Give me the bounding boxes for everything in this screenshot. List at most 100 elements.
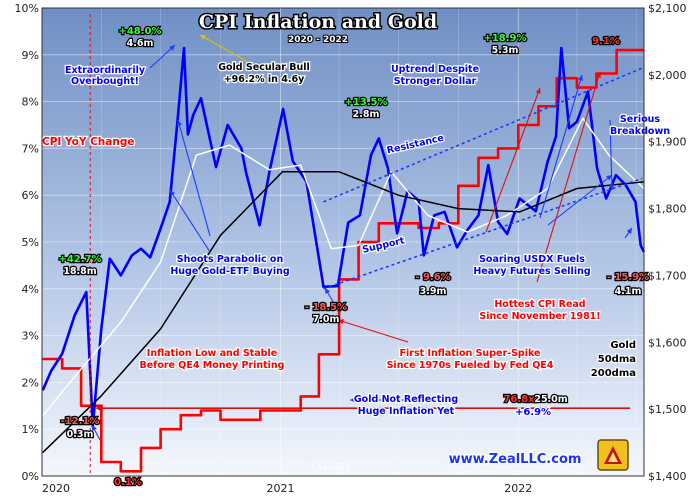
annotation-pointer-head bbox=[578, 75, 583, 81]
y-left-tick-label: 1% bbox=[22, 423, 39, 436]
y-right-tick-label: $1,500 bbox=[648, 403, 687, 416]
200dma-line bbox=[42, 171, 645, 454]
x-tick-label: 2020 bbox=[42, 482, 70, 495]
callout-label: 25.0m bbox=[534, 394, 567, 405]
annotation-pointer bbox=[547, 174, 613, 226]
annotation-pointer bbox=[149, 44, 176, 69]
callout-label: 0.1% bbox=[114, 477, 142, 488]
y-right-tick-label: $1,900 bbox=[648, 136, 687, 149]
annotation-pointer-head bbox=[92, 425, 97, 431]
annotation-label: Shoots Parabolic on bbox=[177, 254, 284, 265]
annotation-label: Breakdown bbox=[610, 126, 670, 137]
annotation-label: Overbought! bbox=[71, 76, 139, 87]
date-stamp: 7.13.2022 bbox=[310, 462, 351, 471]
legend-label: 200dma bbox=[591, 368, 636, 379]
callout-label: +6.9% bbox=[515, 407, 551, 418]
annotation-label: Uptrend Despite bbox=[391, 64, 479, 75]
chart-title: CPI Inflation and Gold bbox=[199, 11, 437, 33]
callout-label: 4.6m bbox=[127, 38, 154, 49]
annotation-label: Gold Secular Bull bbox=[218, 62, 310, 73]
annotation-pointer bbox=[539, 74, 583, 219]
callout-label: 2.8m bbox=[353, 109, 380, 120]
annotation-pointer-head bbox=[606, 175, 612, 181]
right-axis-ticks: $1,400 $1,500 $1,600 $1,700 $1,800 $1,900 $2,0… bbox=[648, 2, 687, 483]
annotation-pointer bbox=[485, 87, 541, 233]
annotation-pointer bbox=[337, 319, 409, 343]
gold-line bbox=[41, 46, 646, 428]
support-trendline bbox=[323, 177, 643, 290]
y-left-tick-label: 8% bbox=[22, 96, 39, 109]
callout-label: 7.0m bbox=[313, 314, 340, 325]
chart-subtitle: 2020 - 2022 bbox=[288, 35, 348, 45]
annotation-label: Gold Not Reflecting bbox=[354, 394, 458, 405]
annotation-pointer bbox=[169, 189, 211, 253]
callout-label: +13.5% bbox=[344, 97, 387, 108]
callout-label: +48.0% bbox=[118, 26, 161, 37]
annotation-pointer-head bbox=[325, 288, 330, 294]
annotation-pointer-head bbox=[176, 120, 182, 126]
callout-label: 9.1% bbox=[592, 36, 620, 47]
annotation-label: Heavy Futures Selling bbox=[473, 266, 590, 277]
annotation-labels: Gold 50dma 200dma CPI YoY Change Extraordina… bbox=[41, 25, 672, 490]
callout-label: - 18.5% bbox=[305, 302, 347, 313]
annotation-pointer-head bbox=[169, 45, 175, 51]
callout-label: +42.7% bbox=[58, 254, 101, 265]
y-left-tick-label: 7% bbox=[22, 142, 39, 155]
annotation-label: Serious bbox=[620, 114, 661, 125]
annotation-label: Inflation Low and Stable bbox=[147, 348, 277, 359]
annotation-label: Extraordinarily bbox=[65, 65, 146, 76]
legend-label: Gold bbox=[610, 340, 636, 351]
annotation-pointer-head bbox=[338, 319, 344, 325]
annotation-pointer bbox=[177, 119, 211, 237]
annotation-label: Hottest CPI Read bbox=[494, 299, 585, 310]
y-left-tick-label: 10% bbox=[15, 2, 39, 15]
y-left-tick-label: 3% bbox=[22, 330, 39, 343]
annotation-label: +96.2% in 4.6y bbox=[224, 74, 305, 85]
y-left-tick-label: 5% bbox=[22, 236, 39, 249]
plot-frame bbox=[41, 7, 645, 477]
watermark-url: www.ZealLLC.com bbox=[449, 452, 582, 467]
annotation-label: First Inflation Super-Spike bbox=[400, 348, 541, 359]
annotation-pointer-head bbox=[626, 228, 632, 234]
y-left-tick-label: 9% bbox=[22, 49, 39, 62]
annotation-label: Huge Inflation Yet bbox=[358, 406, 455, 417]
callout-label: 0.3m bbox=[67, 429, 94, 440]
zeal-logo bbox=[597, 439, 629, 471]
annotation-pointer-head bbox=[535, 88, 541, 94]
annotation-pointer bbox=[536, 71, 601, 283]
series-lines bbox=[41, 46, 646, 473]
y-right-tick-label: $1,400 bbox=[648, 470, 687, 483]
callout-label: - 9.6% bbox=[415, 272, 450, 283]
y-right-tick-label: $2,000 bbox=[648, 69, 687, 82]
inflation-arrow-head bbox=[95, 404, 103, 413]
y-right-tick-label: $1,700 bbox=[648, 269, 687, 282]
callout-label: +18.9% bbox=[483, 33, 526, 44]
y-left-tick-label: 4% bbox=[22, 283, 39, 296]
annotation-label: Huge Gold-ETF Buying bbox=[170, 266, 289, 277]
annotation-pointer-head bbox=[350, 397, 356, 403]
annotation-pointer-head bbox=[595, 72, 601, 78]
callout-label: -12.1% bbox=[61, 416, 100, 427]
annotation-label: Stronger Dollar bbox=[394, 76, 477, 87]
50dma-line bbox=[42, 117, 645, 417]
annotation-label: Since 1970s Fueled by Fed QE4 bbox=[387, 360, 554, 371]
callout-label: 3.9m bbox=[420, 286, 447, 297]
callout-label: 4.1m bbox=[615, 286, 642, 297]
annotation-label: Since November 1981! bbox=[479, 311, 600, 322]
annotation-label: Before QE4 Money Printing bbox=[140, 360, 285, 371]
annotation-graphics bbox=[89, 14, 643, 476]
y-left-tick-label: 6% bbox=[22, 189, 39, 202]
annotation-pointer-head bbox=[170, 190, 176, 196]
annotation-pointer bbox=[609, 119, 613, 191]
y-right-tick-label: $2,100 bbox=[648, 2, 687, 15]
y-left-tick-label: 0% bbox=[22, 470, 39, 483]
legend-label: 50dma bbox=[598, 354, 636, 365]
callout-label: 76.8x bbox=[503, 394, 535, 405]
annotation-label: CPI YoY Change bbox=[42, 136, 134, 148]
y-right-tick-label: $1,600 bbox=[648, 336, 687, 349]
y-right-tick-label: $1,800 bbox=[648, 203, 687, 216]
annotation-pointer-head bbox=[609, 184, 615, 190]
callout-label: 5.3m bbox=[492, 45, 519, 56]
x-tick-label: 2021 bbox=[266, 482, 294, 495]
